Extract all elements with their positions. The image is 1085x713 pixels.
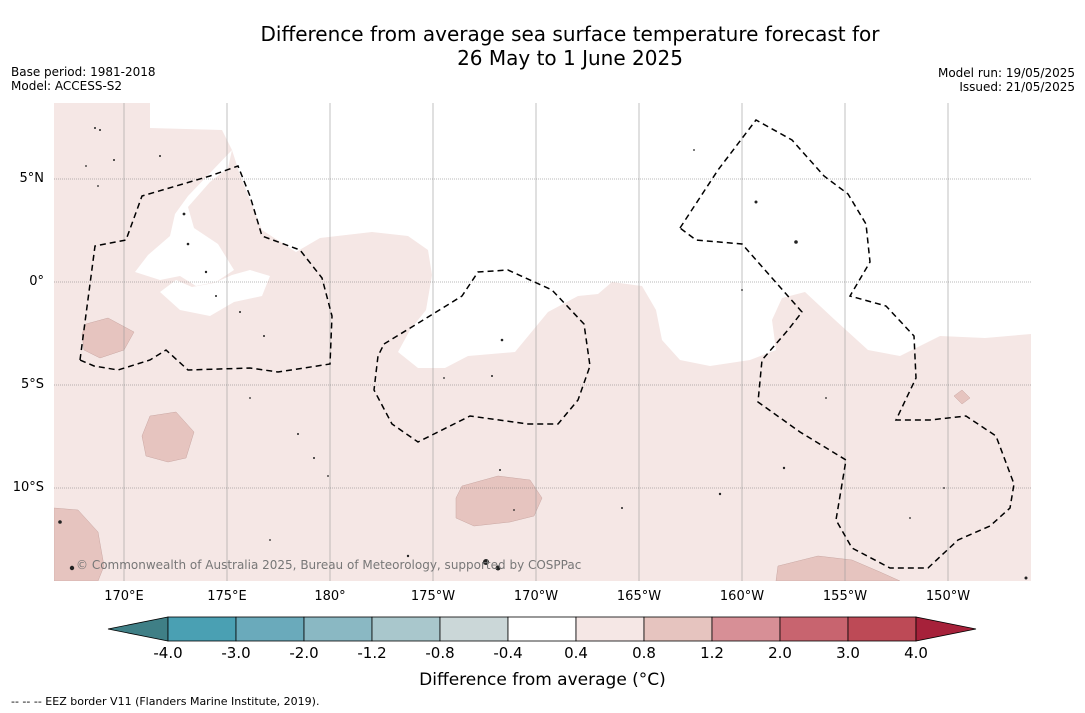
colorbar-segment [575,616,645,642]
longitude-gridlines [123,103,949,581]
title-line-1: Difference from average sea surface temp… [260,22,880,46]
islands [58,127,1028,580]
base-period: Base period: 1981-2018 [11,65,156,79]
x-tick-175e: 175°E [207,589,247,604]
model-name: Model: ACCESS-S2 [11,79,123,93]
colorbar-title: Difference from average (°C) [419,670,666,690]
eez-border-west [79,165,333,373]
colorbar-segment [643,616,713,642]
y-tick-5n: 5°N [19,171,45,186]
colorbar-segment [711,616,781,642]
x-tick-175w: 175°W [410,589,456,604]
y-tick-5s: 5°S [20,377,44,392]
colorbar-extend-low [107,616,169,642]
colorbar-tick-label: 4.0 [904,644,928,662]
colorbar-segment [167,616,237,642]
colorbar-tick-label: 0.8 [632,644,656,662]
near-average-region-north [150,103,1031,368]
eez-border-central [373,269,591,443]
warm-patch-6 [953,389,971,405]
colorbar-tick-label: -0.8 [425,644,454,662]
base-period-info: Base period: 1981-2018 Model: ACCESS-S2 [11,65,156,93]
warm-patch-4 [54,507,105,581]
x-tick-180: 180° [314,589,346,604]
x-tick-170w: 170°W [513,589,559,604]
colorbar-tick-label: -4.0 [153,644,182,662]
issued-date: Issued: 21/05/2025 [959,80,1075,94]
colorbar-tick-label: 3.0 [836,644,860,662]
colorbar-tick-label: -1.2 [357,644,386,662]
warm-patch-5 [775,555,901,581]
x-tick-155w: 155°W [822,589,868,604]
colorbar-tick-label: -0.4 [493,644,522,662]
eez-legend-footer: -- -- -- EEZ border V11 (Flanders Marine… [11,695,320,708]
warm-patch-2 [141,411,195,463]
title-line-2: 26 May to 1 June 2025 [457,46,683,70]
colorbar-segment [847,616,917,642]
sst-anomaly-map [54,103,1031,581]
x-tick-150w: 150°W [925,589,971,604]
colorbar-tick-label: 0.4 [564,644,588,662]
colorbar-tick-label: -2.0 [289,644,318,662]
colorbar-segment [303,616,373,642]
x-tick-170e: 170°E [104,589,144,604]
colorbar: -4.0 -3.0 -2.0 -1.2 -0.8 -0.4 0.4 0.8 1.2 2.0 3.0 4… [107,616,977,662]
model-run-date: Model run: 19/05/2025 [937,66,1075,80]
y-tick-0: 0° [29,274,44,289]
near-average-region-west [135,150,234,286]
colorbar-extend-high [915,616,977,642]
y-tick-10s: 10°S [12,480,44,495]
colorbar-segment [507,616,577,642]
eez-borders [79,119,1015,569]
map-title: Difference from average sea surface temp… [0,22,1085,70]
copyright-notice: © Commonwealth of Australia 2025, Bureau… [76,558,582,572]
colorbar-tick-label: -3.0 [221,644,250,662]
run-info: Model run: 19/05/2025 Issued: 21/05/2025 [938,66,1075,94]
colorbar-segment [371,616,441,642]
x-tick-160w: 160°W [719,589,765,604]
colorbar-segment [439,616,509,642]
warm-patch-3 [455,475,543,527]
x-tick-165w: 165°W [616,589,662,604]
colorbar-segment [779,616,849,642]
latitude-gridlines [54,178,1031,489]
colorbar-tick-label: 2.0 [768,644,792,662]
eez-border-east [678,119,1015,569]
colorbar-tick-label: 1.2 [700,644,724,662]
near-average-region-equator [160,270,270,316]
colorbar-segment [235,616,305,642]
